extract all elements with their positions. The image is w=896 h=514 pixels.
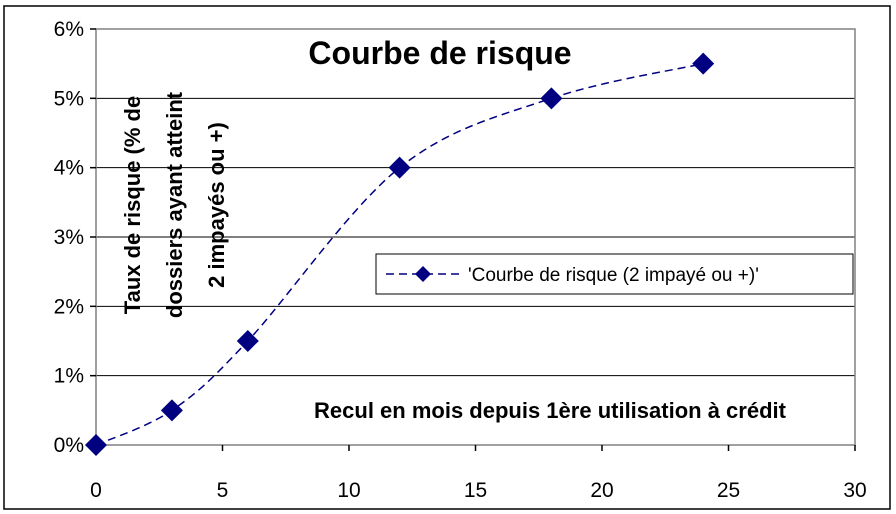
- x-tick-label: 0: [90, 479, 102, 502]
- x-tick-label: 15: [464, 479, 487, 502]
- x-axis-title: Recul en mois depuis 1ère utilisation à …: [314, 398, 787, 423]
- data-point: [160, 399, 183, 422]
- y-axis-title-line-2: dossiers ayant atteint: [162, 91, 187, 318]
- y-tick-label: 5%: [54, 87, 84, 110]
- data-point: [236, 330, 259, 352]
- chart-title: Courbe de risque: [308, 35, 571, 71]
- y-axis-title: Taux de risque (% de dossiers ayant atte…: [120, 91, 229, 318]
- y-tick-label: 4%: [54, 157, 84, 180]
- x-tick-label: 10: [337, 479, 360, 502]
- y-tick-label: 6%: [54, 18, 84, 41]
- data-point: [540, 87, 563, 110]
- data-point: [388, 156, 411, 179]
- legend-label: 'Courbe de risque (2 impayé ou +)': [468, 265, 759, 286]
- gridlines: [96, 97, 855, 377]
- x-tick-label: 20: [590, 479, 613, 502]
- data-point: [85, 434, 107, 456]
- legend: 'Courbe de risque (2 impayé ou +)': [375, 253, 854, 295]
- x-tick-label: 5: [217, 479, 229, 502]
- y-axis-title-line-3: 2 impayés ou +): [204, 122, 229, 288]
- y-axis-title-line-1: Taux de risque (% de: [120, 96, 145, 314]
- x-tick-label: 25: [717, 479, 740, 502]
- data-point: [692, 52, 715, 75]
- x-axis-ticks: 0 5 10 15 20 25 30: [90, 445, 867, 502]
- y-tick-label: 3%: [54, 226, 84, 249]
- series-group: [85, 52, 715, 456]
- y-tick-label: 0%: [54, 434, 84, 457]
- x-tick-label: 30: [843, 479, 866, 502]
- y-tick-label: 2%: [54, 295, 84, 318]
- y-axis-ticks: 0% 1% 2% 3% 4% 5% 6%: [54, 18, 96, 457]
- y-tick-label: 1%: [54, 365, 84, 388]
- legend-marker: [415, 266, 431, 282]
